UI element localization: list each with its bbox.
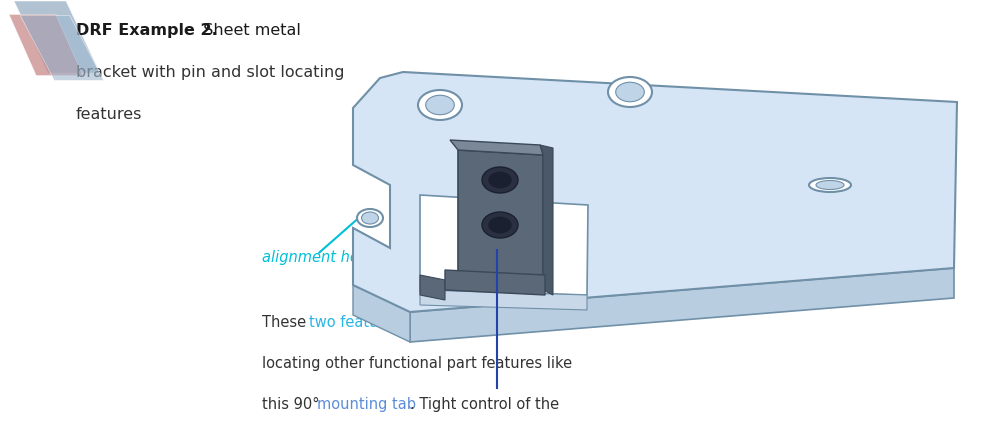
Ellipse shape — [809, 178, 851, 192]
Polygon shape — [14, 1, 100, 73]
Ellipse shape — [608, 77, 652, 107]
Text: are responsible for: are responsible for — [402, 315, 544, 330]
Polygon shape — [420, 195, 588, 295]
Ellipse shape — [488, 172, 512, 189]
Ellipse shape — [418, 90, 462, 120]
Ellipse shape — [362, 212, 378, 224]
Ellipse shape — [482, 212, 518, 238]
Ellipse shape — [816, 181, 844, 190]
Polygon shape — [9, 14, 83, 76]
Text: Sheet metal: Sheet metal — [193, 23, 301, 38]
Polygon shape — [458, 150, 543, 290]
Ellipse shape — [488, 217, 512, 233]
Ellipse shape — [616, 82, 644, 102]
Ellipse shape — [357, 209, 383, 227]
Ellipse shape — [426, 95, 454, 115]
Text: . Tight control of the: . Tight control of the — [410, 397, 559, 412]
Polygon shape — [445, 270, 545, 295]
Polygon shape — [353, 285, 410, 342]
Ellipse shape — [482, 167, 518, 193]
Text: alignment slot: alignment slot — [735, 203, 840, 218]
Polygon shape — [420, 275, 445, 300]
Text: two features: two features — [309, 315, 401, 330]
Polygon shape — [410, 268, 954, 342]
Text: features: features — [76, 107, 142, 122]
Text: These: These — [262, 315, 311, 330]
Polygon shape — [353, 228, 390, 278]
Text: alignment hole: alignment hole — [262, 250, 372, 264]
Polygon shape — [540, 145, 553, 295]
Polygon shape — [20, 16, 104, 80]
Polygon shape — [420, 290, 587, 310]
Text: bracket with pin and slot locating: bracket with pin and slot locating — [76, 65, 344, 80]
Polygon shape — [450, 140, 543, 155]
Text: DRF Example 2.: DRF Example 2. — [76, 23, 218, 38]
Polygon shape — [353, 72, 957, 312]
Text: locating other functional part features like: locating other functional part features … — [262, 356, 572, 371]
Text: this 90°: this 90° — [262, 397, 324, 412]
Text: mounting tab: mounting tab — [317, 397, 416, 412]
